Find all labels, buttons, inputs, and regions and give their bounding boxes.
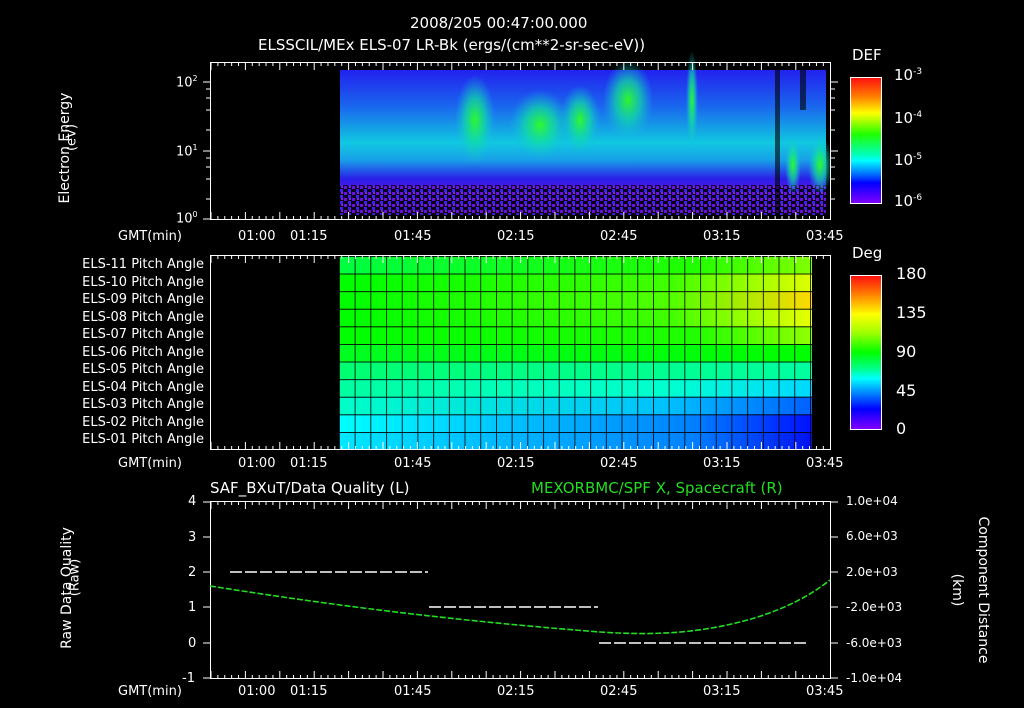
- def-label-1e-5: 10-5: [894, 151, 923, 169]
- ytick-1e0: 100: [176, 210, 198, 227]
- right-ytick: 1.0e+04: [846, 494, 898, 508]
- left-ytick: 0: [188, 636, 197, 651]
- deg-label: 45: [896, 381, 917, 400]
- def-label-1e-4: 10-4: [894, 109, 923, 127]
- deg-colorbar: [850, 275, 882, 430]
- row-label: ELS-07 Pitch Angle: [82, 327, 204, 342]
- time-tick: 03:45: [806, 456, 844, 471]
- row-label: ELS-02 Pitch Angle: [82, 415, 204, 430]
- def-colorbar-title: DEF: [852, 46, 882, 64]
- right-ytick: -2.0e+03: [846, 600, 903, 614]
- panel3-title-right: MEXORBMC/SPF X, Spacecraft (R): [531, 479, 783, 497]
- time-tick: 01:00: [238, 684, 276, 699]
- time-tick: 02:45: [600, 684, 638, 699]
- row-label: ELS-08 Pitch Angle: [82, 310, 204, 325]
- time-tick: 01:15: [290, 684, 328, 699]
- deg-colorbar-title: Deg: [852, 244, 883, 262]
- time-tick: 02:15: [497, 684, 535, 699]
- plot-subtitle: ELSSCIL/MEx ELS-07 LR-Bk (ergs/(cm**2-sr…: [258, 36, 646, 54]
- plot-datetime: 2008/205 00:47:00.000: [410, 14, 588, 32]
- row-label: ELS-05 Pitch Angle: [82, 362, 204, 377]
- time-tick: 02:15: [497, 456, 535, 471]
- left-ytick: 4: [188, 494, 197, 509]
- time-tick: 03:15: [703, 229, 741, 244]
- time-tick: 02:15: [497, 229, 535, 244]
- right-ytick: 6.0e+03: [846, 529, 898, 543]
- time-tick: 02:45: [600, 229, 638, 244]
- ytick-1e2: 102: [176, 74, 198, 91]
- row-label: ELS-04 Pitch Angle: [82, 380, 204, 395]
- right-ytick: -1.0e+04: [846, 671, 903, 685]
- deg-label: 0: [896, 419, 907, 438]
- def-label-1e-6: 10-6: [894, 192, 923, 210]
- time-tick: 01:00: [238, 456, 276, 471]
- time-tick: 03:45: [806, 684, 844, 699]
- left-ytick: 3: [188, 530, 197, 545]
- row-label: ELS-09 Pitch Angle: [82, 292, 204, 307]
- time-tick: 01:45: [394, 456, 432, 471]
- time-tick: 03:15: [703, 456, 741, 471]
- def-colorbar: [850, 77, 882, 204]
- time-tick: 01:45: [394, 229, 432, 244]
- time-tick: 01:45: [394, 684, 432, 699]
- left-ytick: -1: [182, 671, 195, 686]
- row-label: ELS-11 Pitch Angle: [82, 257, 204, 272]
- time-tick: 03:45: [806, 229, 844, 244]
- ytick-1e1: 101: [176, 143, 198, 160]
- time-tick: 01:15: [290, 229, 328, 244]
- time-tick: 03:15: [703, 684, 741, 699]
- deg-label: 135: [896, 303, 927, 322]
- row-label: ELS-10 Pitch Angle: [82, 275, 204, 290]
- time-tick: 01:15: [290, 456, 328, 471]
- row-label: ELS-06 Pitch Angle: [82, 345, 204, 360]
- left-ytick: 2: [188, 565, 197, 580]
- right-ytick: 2.0e+03: [846, 565, 898, 579]
- row-label: ELS-03 Pitch Angle: [82, 397, 204, 412]
- deg-label: 180: [896, 264, 927, 283]
- time-axis-label-3: GMT(min): [118, 684, 182, 699]
- left-ytick: 1: [188, 600, 197, 615]
- row-label: ELS-01 Pitch Angle: [82, 432, 204, 447]
- time-axis-label-2: GMT(min): [118, 456, 182, 471]
- time-axis-label-1: GMT(min): [118, 229, 182, 244]
- panel3-title-left: SAF_BXuT/Data Quality (L): [210, 479, 410, 497]
- deg-label: 90: [896, 342, 917, 361]
- def-label-1e-3: 10-3: [894, 66, 923, 84]
- time-tick: 02:45: [600, 456, 638, 471]
- right-ytick: -6.0e+03: [846, 636, 903, 650]
- time-tick: 01:00: [238, 229, 276, 244]
